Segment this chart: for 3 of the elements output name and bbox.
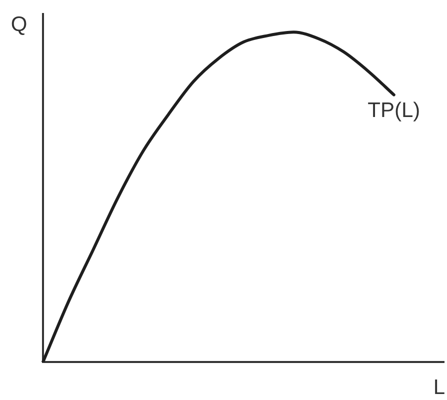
series-label: TP(L) [368,99,420,122]
x-axis-title: L [433,376,445,399]
y-axis-title: Q [10,13,28,36]
